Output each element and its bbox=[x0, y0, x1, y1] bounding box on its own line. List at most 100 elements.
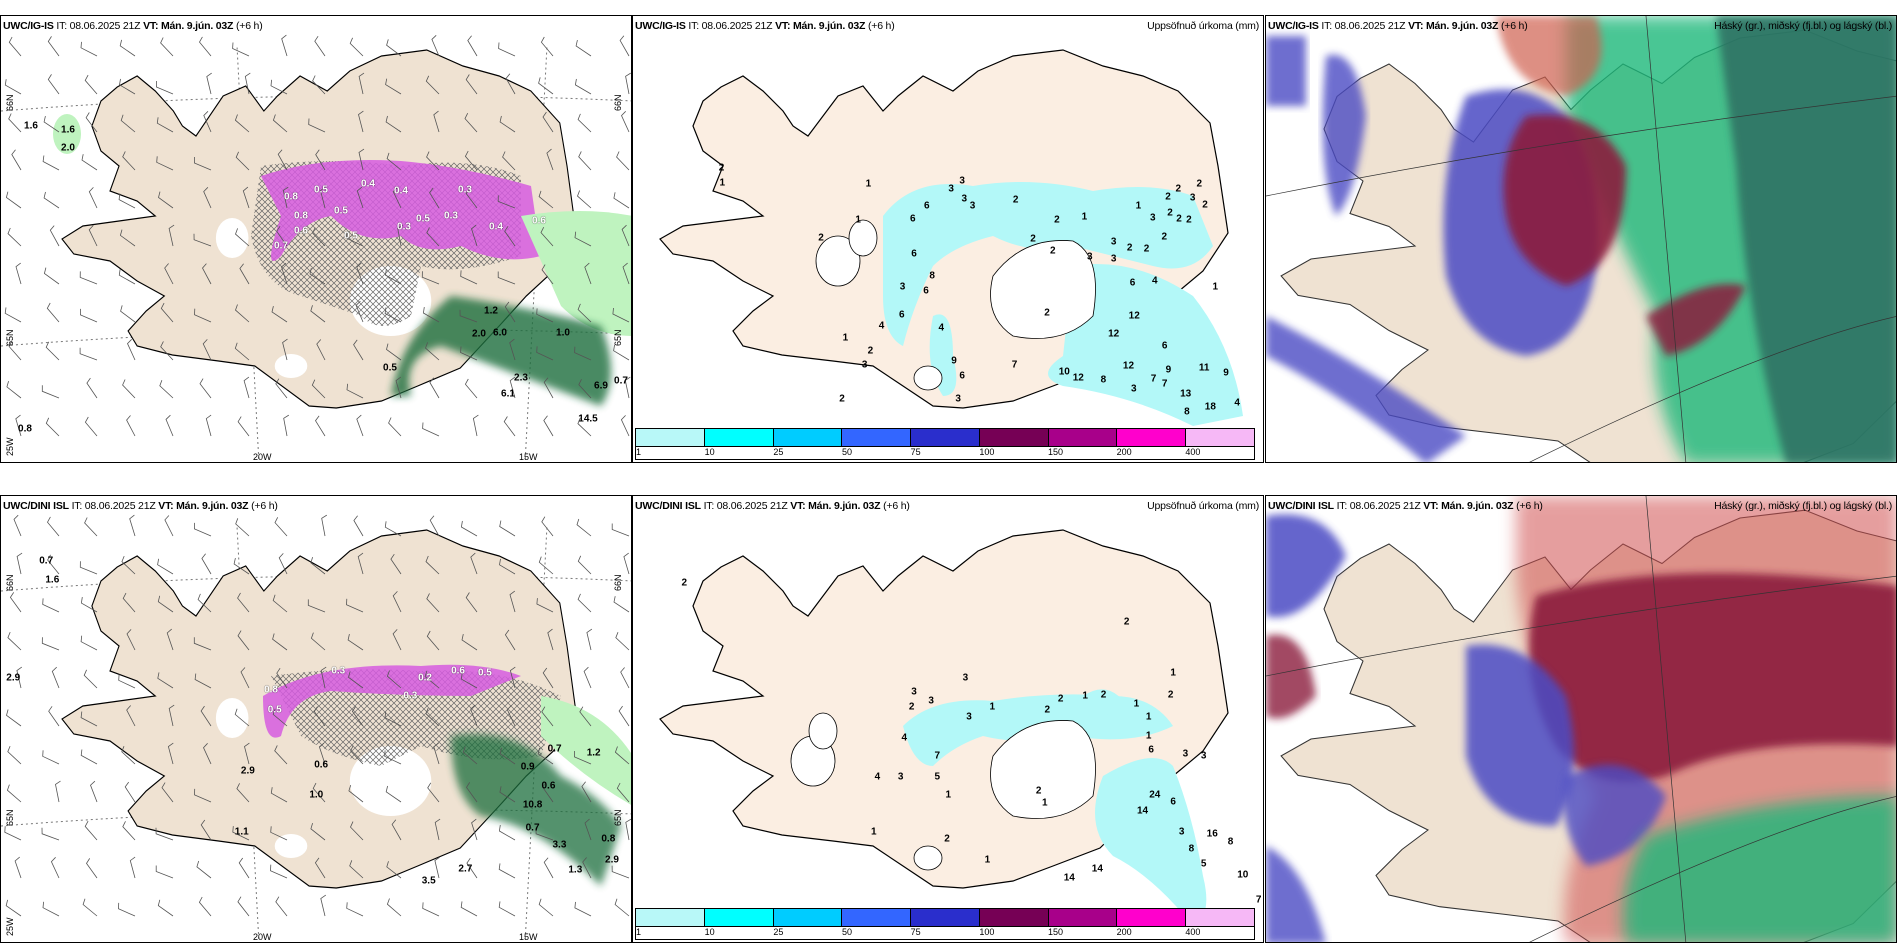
mid-cloud-area bbox=[1266, 634, 1316, 719]
wind-barb bbox=[397, 224, 404, 247]
map-value-label: 1 bbox=[842, 332, 849, 344]
wind-barb bbox=[79, 347, 98, 361]
wind-barb bbox=[272, 633, 288, 651]
mid-cloud-area bbox=[1496, 16, 1602, 96]
wind-barb bbox=[623, 552, 630, 575]
map-value-label: 2 bbox=[818, 232, 824, 244]
wind-barb bbox=[574, 78, 592, 95]
glacier bbox=[913, 845, 943, 871]
wind-barb bbox=[582, 857, 592, 879]
precip-area-1-10mm bbox=[1095, 758, 1207, 926]
map-value-label: 7 bbox=[1161, 378, 1168, 390]
axis-label-lon-left: 25W bbox=[5, 437, 15, 456]
wind-barb bbox=[282, 338, 288, 361]
wind-barb bbox=[577, 555, 592, 575]
wind-barb bbox=[88, 225, 98, 247]
wind-barb bbox=[498, 901, 516, 917]
wind-barb bbox=[160, 341, 174, 361]
wind-barb bbox=[614, 898, 630, 917]
wind-barb bbox=[547, 628, 554, 651]
map-value-label: 1 bbox=[1135, 200, 1142, 212]
wind-barb bbox=[386, 670, 402, 689]
wind-barb bbox=[467, 35, 478, 57]
colorbar-swatch bbox=[842, 909, 912, 926]
precip-area-1-10mm bbox=[1048, 264, 1243, 426]
colorbar-swatch bbox=[842, 429, 912, 446]
wind-barb bbox=[281, 262, 288, 285]
wind-barb bbox=[392, 629, 402, 651]
map-value-label: 1 bbox=[1042, 797, 1048, 809]
wind-barb bbox=[80, 597, 98, 613]
map-value-label: 1.6 bbox=[24, 120, 38, 132]
axis-label-lat-right: 66N bbox=[613, 574, 623, 591]
wind-barb bbox=[159, 380, 174, 399]
wind-barb bbox=[460, 673, 478, 689]
map-value-label: 0.3 bbox=[403, 690, 418, 702]
wind-barb bbox=[614, 746, 630, 765]
wind-barb bbox=[358, 72, 365, 95]
wind-barb bbox=[9, 592, 22, 613]
map-value-label: 3 bbox=[1178, 826, 1185, 838]
wind-barb bbox=[49, 225, 60, 247]
map-value-label: 1 bbox=[1081, 211, 1088, 223]
wind-barb bbox=[425, 555, 440, 575]
wind-barb bbox=[503, 416, 516, 437]
axis-label-lat-left: 66N bbox=[5, 574, 15, 591]
panel-title: Uppsöfnuð úrkoma (mm) bbox=[1147, 500, 1259, 512]
wind-barb bbox=[126, 629, 136, 651]
wind-barb bbox=[118, 674, 136, 689]
wind-barb bbox=[433, 110, 440, 133]
map-value-label: 3 bbox=[1200, 750, 1207, 762]
map-value-label: 6 bbox=[910, 213, 916, 225]
map-value-label: 3 bbox=[928, 695, 934, 707]
map-value-label: 1.1 bbox=[234, 826, 249, 838]
colorbar-tick-label: 50 bbox=[842, 927, 853, 937]
map-value-label: 0.4 bbox=[489, 221, 503, 233]
accumulated-precip-map-ig-is: UWC/IG-IS IT: 08.06.2025 21Z VT: Mán. 9.… bbox=[632, 15, 1264, 463]
wind-barb bbox=[200, 705, 212, 727]
wind-barb bbox=[472, 414, 479, 437]
wind-barb bbox=[235, 304, 250, 323]
map-canvas bbox=[659, 529, 1229, 926]
colorbar-swatch bbox=[636, 429, 705, 446]
wind-barb bbox=[240, 667, 250, 689]
wind-barb bbox=[312, 227, 326, 247]
colorbar-tick-label: 25 bbox=[773, 447, 784, 457]
wind-barb bbox=[41, 637, 60, 651]
wind-barb bbox=[161, 782, 174, 803]
wind-barb bbox=[465, 74, 478, 95]
wind-barb bbox=[202, 263, 212, 285]
map-value-label: 3.3 bbox=[552, 839, 567, 851]
panel-header: UWC/IG-IS IT: 08.06.2025 21Z VT: Mán. 9.… bbox=[635, 20, 895, 32]
wind-barb bbox=[542, 111, 554, 133]
precip-colorbar: 1 10 25 50 75 100 150 200 400 bbox=[635, 428, 1255, 460]
colorbar-swatch bbox=[979, 429, 1049, 446]
wind-barb bbox=[43, 191, 60, 209]
axis-label-lon1: 20W bbox=[253, 452, 272, 462]
wind-barb bbox=[625, 818, 631, 841]
wind-barb bbox=[386, 343, 402, 361]
low-cloud-area bbox=[1563, 764, 1666, 866]
wind-barb bbox=[81, 154, 98, 171]
map-value-label: 4 bbox=[1234, 397, 1240, 409]
wind-barb bbox=[611, 865, 630, 879]
axis-label-lat-right2: 65N bbox=[613, 329, 623, 346]
colorbar-swatch bbox=[1117, 909, 1187, 926]
wind-barb bbox=[80, 41, 98, 57]
map-value-label: 2 bbox=[681, 577, 688, 589]
map-value-label: 1 bbox=[719, 177, 726, 189]
wind-barb bbox=[315, 149, 326, 171]
wind-barb bbox=[392, 591, 402, 613]
map-value-label: 0.2 bbox=[418, 672, 432, 684]
map-value-label: 6.0 bbox=[493, 327, 507, 339]
map-value-label: 3 bbox=[959, 175, 965, 187]
high-cloud-area bbox=[1623, 796, 1896, 942]
wind-barb bbox=[616, 782, 630, 803]
map-value-label: 3 bbox=[1087, 251, 1093, 263]
wind-barb bbox=[118, 269, 136, 285]
wind-barb bbox=[15, 262, 22, 285]
panel-title: Uppsöfnuð úrkoma (mm) bbox=[1147, 20, 1259, 32]
wind-barb bbox=[320, 666, 327, 689]
colorbar-tick-label: 150 bbox=[1048, 927, 1064, 937]
wind-barb bbox=[466, 857, 478, 879]
